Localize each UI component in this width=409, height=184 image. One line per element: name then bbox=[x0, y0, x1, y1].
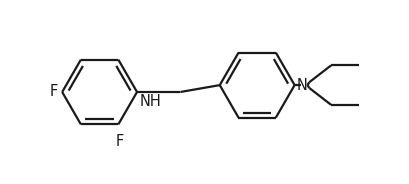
Text: F: F bbox=[115, 134, 124, 149]
Text: N: N bbox=[297, 78, 308, 93]
Text: NH: NH bbox=[140, 94, 162, 109]
Text: F: F bbox=[50, 84, 58, 100]
